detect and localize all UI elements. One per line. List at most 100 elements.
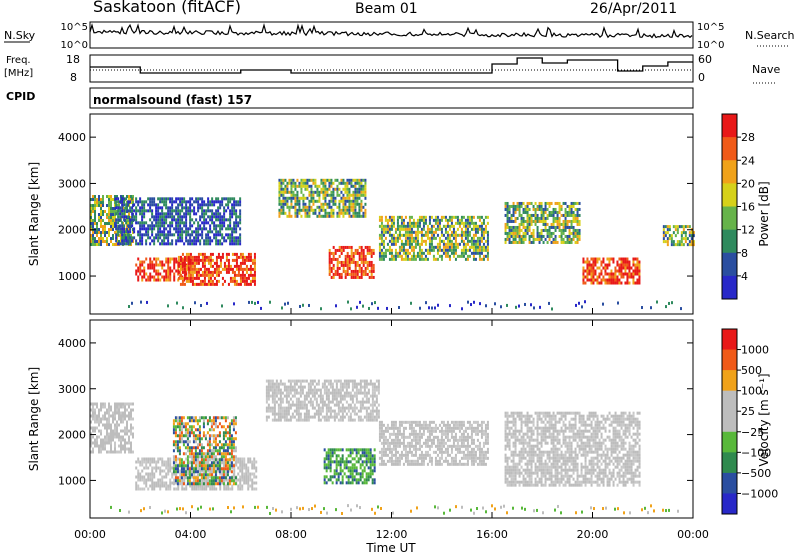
heatmap-cell [100, 231, 102, 235]
heatmap-cell [484, 230, 487, 234]
heatmap-cell [167, 472, 170, 476]
heatmap-cell [462, 242, 465, 246]
heatmap-cell [280, 184, 283, 188]
heatmap-cell [300, 184, 303, 188]
heatmap-cell [350, 257, 353, 261]
heatmap-cell [100, 216, 102, 220]
heatmap-cell [662, 228, 665, 232]
heatmap-cell [572, 219, 575, 223]
heatmap-cell [528, 219, 531, 223]
heatmap-cell [179, 269, 182, 273]
heatmap-cell [478, 215, 481, 219]
heatmap-cell [460, 248, 463, 252]
heatmap-cell [320, 202, 323, 206]
heatmap-cell [115, 221, 118, 225]
heatmap-cell [194, 416, 197, 420]
heatmap-cell [178, 464, 181, 468]
heatmap-cell [223, 218, 226, 222]
heatmap-cell [235, 218, 238, 222]
heatmap-cell [165, 215, 168, 219]
heatmap-cell [326, 187, 329, 191]
heatmap-cell [130, 432, 132, 436]
heatmap-cell [147, 278, 150, 282]
heatmap-cell [149, 272, 152, 276]
heatmap-cell [532, 204, 535, 208]
heatmap-cell [147, 197, 150, 201]
heatmap-cell [606, 266, 609, 270]
heatmap-cell [624, 281, 627, 285]
heatmap-cell [396, 233, 399, 237]
heatmap-cell [328, 181, 331, 185]
heatmap-cell [141, 203, 144, 207]
heatmap-cell [195, 197, 198, 201]
heatmap-cell [165, 466, 168, 470]
heatmap-cell [554, 210, 557, 214]
heatmap-cell [332, 251, 335, 255]
heatmap-cell [280, 190, 283, 194]
heatmap-cell [282, 196, 285, 200]
heatmap-cell [394, 251, 397, 255]
heatmap-cell [345, 481, 348, 485]
heatmap-cell [96, 231, 98, 235]
heatmap-cell [326, 202, 329, 206]
heatmap-cell [378, 236, 381, 240]
heatmap-cell [326, 211, 329, 215]
heatmap-cell [115, 236, 118, 240]
heatmap-cell [592, 266, 595, 270]
heatmap-cell [342, 248, 345, 252]
heatmap-cell [632, 257, 635, 261]
heatmap-cell [163, 215, 166, 219]
heatmap-cell [670, 237, 673, 241]
heatmap-cell [225, 255, 228, 259]
heatmap-cell [304, 184, 307, 188]
heatmap-cell [390, 218, 393, 222]
heatmap-cell [104, 228, 106, 232]
heatmap-cell [328, 199, 331, 203]
heatmap-cell [572, 237, 575, 241]
heatmap-cell [155, 484, 158, 488]
heatmap-cell [568, 210, 571, 214]
heatmap-cell [520, 201, 523, 205]
heatmap-cell [335, 448, 338, 452]
heatmap-cell [402, 248, 405, 252]
heatmap-cell [126, 402, 128, 406]
heatmap-cell [133, 203, 136, 207]
heatmap-cell [195, 267, 198, 271]
heatmap-cell [179, 255, 182, 259]
heatmap-cell [322, 187, 325, 191]
heatmap-cell [520, 204, 523, 208]
heatmap-cell [402, 224, 405, 228]
heatmap-cell [181, 200, 184, 204]
heatmap-cell [201, 279, 204, 283]
heatmap-cell [165, 197, 168, 201]
heatmap-cell [328, 269, 331, 273]
heatmap-cell [186, 446, 189, 450]
heatmap-cell [454, 251, 457, 255]
heatmap-cell [92, 450, 94, 454]
heatmap-cell [438, 236, 441, 240]
heatmap-cell [201, 203, 204, 207]
heatmap-cell [560, 240, 563, 244]
heatmap-cell [277, 391, 280, 395]
heatmap-cell [195, 227, 198, 231]
heatmap-cell [197, 466, 200, 470]
heatmap-cell [340, 263, 343, 267]
heatmap-cell [564, 210, 567, 214]
heatmap-cell [524, 204, 527, 208]
heatmap-cell [116, 231, 118, 235]
heatmap-cell [380, 227, 383, 231]
heatmap-cell [211, 215, 214, 219]
heatmap-cell [177, 212, 180, 216]
heatmap-cell [410, 248, 413, 252]
heatmap-cell [614, 281, 617, 285]
heatmap-cell [532, 237, 535, 241]
heatmap-cell [422, 215, 425, 219]
heatmap-cell [245, 270, 248, 274]
heatmap-cell [444, 215, 447, 219]
heatmap-cell [552, 210, 555, 214]
heatmap-cell [472, 254, 475, 258]
heatmap-cell [343, 463, 346, 467]
heatmap-cell [590, 272, 593, 276]
heatmap-cell [219, 230, 222, 234]
heatmap-cell [562, 237, 565, 241]
